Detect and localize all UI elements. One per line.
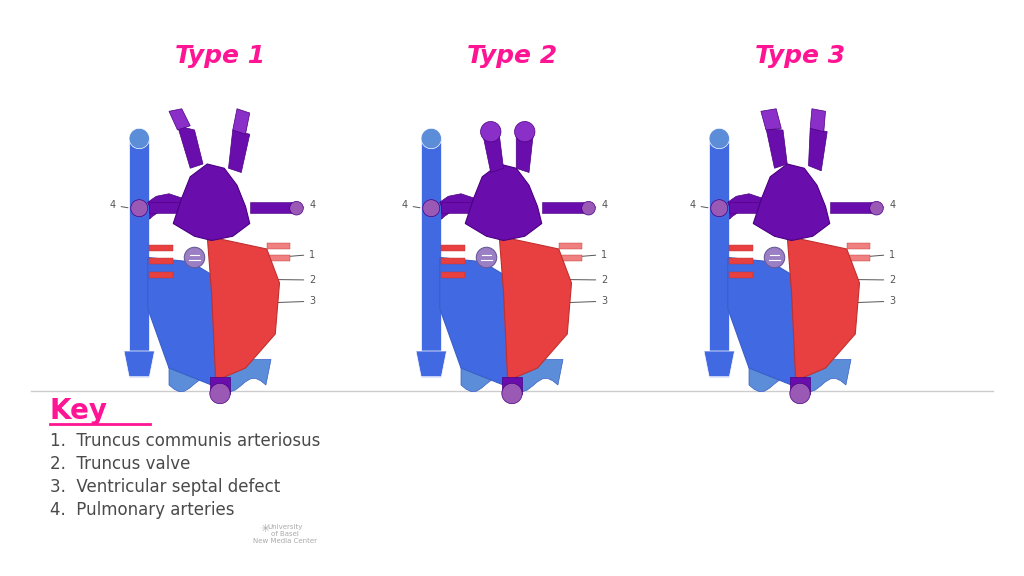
Text: 1: 1 xyxy=(279,249,315,260)
Text: 4: 4 xyxy=(301,200,315,210)
Polygon shape xyxy=(150,259,173,264)
Polygon shape xyxy=(847,243,869,249)
Polygon shape xyxy=(500,236,571,381)
Polygon shape xyxy=(729,272,754,278)
Polygon shape xyxy=(809,128,827,171)
Circle shape xyxy=(129,128,150,149)
Circle shape xyxy=(184,247,205,268)
Text: Type 3: Type 3 xyxy=(755,44,845,68)
Text: 2: 2 xyxy=(208,275,315,285)
Polygon shape xyxy=(169,109,190,130)
Text: 2.  Truncus valve: 2. Truncus valve xyxy=(50,455,190,473)
Polygon shape xyxy=(761,109,781,130)
Polygon shape xyxy=(250,202,292,213)
Circle shape xyxy=(476,247,497,268)
Circle shape xyxy=(514,122,535,142)
Polygon shape xyxy=(124,351,155,377)
Text: Type 2: Type 2 xyxy=(467,44,557,68)
Circle shape xyxy=(582,202,595,215)
Polygon shape xyxy=(754,164,829,241)
Polygon shape xyxy=(766,128,787,168)
Polygon shape xyxy=(210,377,230,393)
Text: 3: 3 xyxy=(231,296,315,306)
Polygon shape xyxy=(439,194,482,219)
Circle shape xyxy=(709,128,729,149)
Text: 4.  Pulmonary arteries: 4. Pulmonary arteries xyxy=(50,501,234,519)
Circle shape xyxy=(502,383,522,404)
Polygon shape xyxy=(147,194,190,219)
Text: Type 1: Type 1 xyxy=(175,44,265,68)
Polygon shape xyxy=(421,138,441,377)
Polygon shape xyxy=(173,164,250,241)
Polygon shape xyxy=(150,202,181,213)
Text: 3: 3 xyxy=(523,296,607,306)
Polygon shape xyxy=(728,194,770,219)
Text: 4: 4 xyxy=(689,200,708,210)
Text: ✳: ✳ xyxy=(260,524,269,534)
Circle shape xyxy=(131,200,147,217)
Polygon shape xyxy=(416,351,446,377)
Polygon shape xyxy=(169,359,271,392)
Text: 2: 2 xyxy=(787,275,896,285)
Polygon shape xyxy=(147,257,242,385)
Text: University
of Basel
New Media Center: University of Basel New Media Center xyxy=(253,524,317,544)
Polygon shape xyxy=(728,257,821,385)
Circle shape xyxy=(423,200,439,217)
Text: 4: 4 xyxy=(401,200,420,210)
Circle shape xyxy=(711,200,728,217)
Polygon shape xyxy=(441,202,474,213)
Polygon shape xyxy=(232,109,250,134)
Polygon shape xyxy=(266,255,290,261)
Polygon shape xyxy=(150,272,173,278)
Circle shape xyxy=(764,247,784,268)
Polygon shape xyxy=(729,245,754,251)
Polygon shape xyxy=(177,126,203,168)
Polygon shape xyxy=(439,257,534,385)
Text: 4: 4 xyxy=(881,200,895,210)
Circle shape xyxy=(480,122,501,142)
Polygon shape xyxy=(441,272,465,278)
Polygon shape xyxy=(266,243,290,249)
Polygon shape xyxy=(207,236,280,381)
Text: 1: 1 xyxy=(570,249,607,260)
Circle shape xyxy=(790,383,810,404)
Text: 1: 1 xyxy=(858,249,895,260)
Polygon shape xyxy=(847,255,869,261)
Polygon shape xyxy=(709,138,729,377)
Polygon shape xyxy=(441,245,465,251)
Text: Key: Key xyxy=(50,397,108,425)
Circle shape xyxy=(869,202,884,215)
Polygon shape xyxy=(542,202,585,213)
Polygon shape xyxy=(150,245,173,251)
Polygon shape xyxy=(516,132,534,172)
Polygon shape xyxy=(482,132,504,172)
Polygon shape xyxy=(749,359,851,392)
Text: 2: 2 xyxy=(500,275,607,285)
Polygon shape xyxy=(729,202,762,213)
Polygon shape xyxy=(787,236,859,381)
Text: 3: 3 xyxy=(811,296,895,306)
Polygon shape xyxy=(729,259,754,264)
Polygon shape xyxy=(441,259,465,264)
Polygon shape xyxy=(461,359,563,392)
Polygon shape xyxy=(465,164,542,241)
Polygon shape xyxy=(559,243,582,249)
Circle shape xyxy=(290,202,303,215)
Text: 4: 4 xyxy=(110,200,128,210)
Circle shape xyxy=(210,383,230,404)
Polygon shape xyxy=(228,130,250,172)
Polygon shape xyxy=(559,255,582,261)
Polygon shape xyxy=(502,377,522,393)
Text: 3.  Ventricular septal defect: 3. Ventricular septal defect xyxy=(50,478,281,496)
Polygon shape xyxy=(810,109,825,132)
Circle shape xyxy=(421,128,441,149)
Polygon shape xyxy=(129,138,150,377)
Polygon shape xyxy=(703,351,734,377)
Polygon shape xyxy=(790,377,810,393)
Text: 4: 4 xyxy=(593,200,607,210)
Polygon shape xyxy=(829,202,872,213)
Text: 1.  Truncus communis arteriosus: 1. Truncus communis arteriosus xyxy=(50,432,321,450)
